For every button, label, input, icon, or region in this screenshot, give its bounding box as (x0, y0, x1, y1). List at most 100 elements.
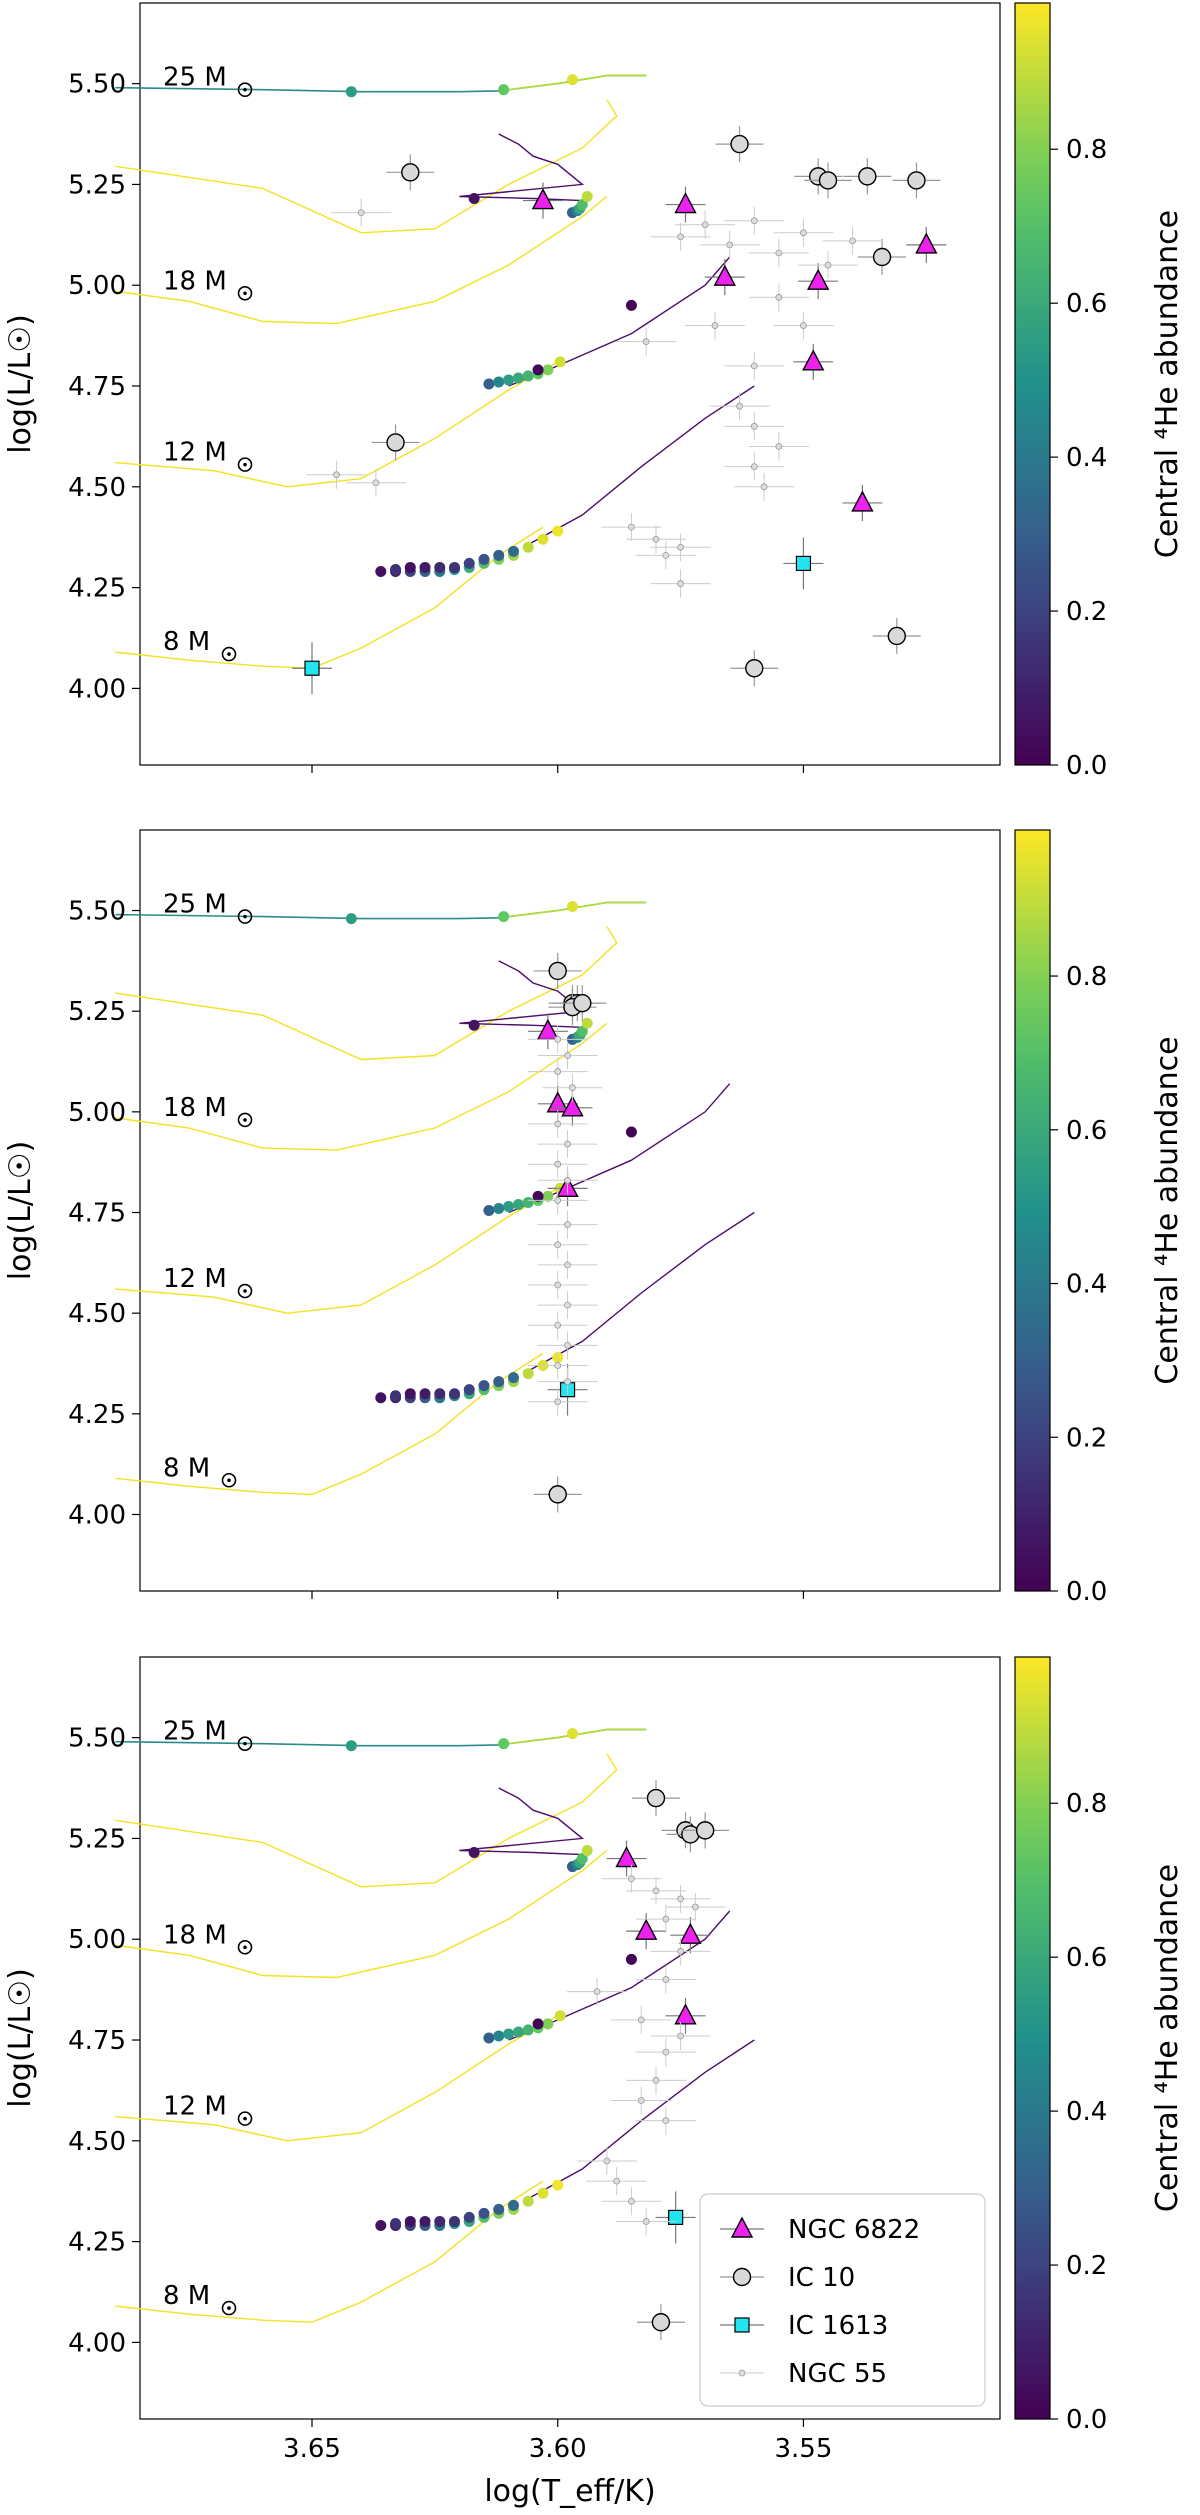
legend-label: IC 10 (788, 2263, 855, 2293)
track-25-msun-branch (115, 99, 618, 234)
plot-frame (139, 2, 1001, 766)
ngc55-point (628, 2197, 635, 2205)
ngc55-point (554, 1197, 562, 1204)
y-tick-label: 5.50 (68, 897, 126, 927)
ngc55-point (662, 1915, 670, 1923)
ngc55-point (554, 1398, 562, 1406)
model-dot (503, 374, 515, 386)
model-dot (463, 1384, 475, 1396)
ngc55-point (564, 1221, 571, 1228)
ngc55-point (652, 2076, 660, 2084)
model-dot (554, 2010, 566, 2022)
ic10-point (651, 2313, 671, 2332)
model-dot (345, 913, 357, 925)
y-tick-label: 5.00 (68, 1098, 126, 1128)
model-dot (507, 545, 519, 557)
track-label: 25 M (163, 63, 227, 93)
y-tick-label: 5.00 (68, 1925, 126, 1955)
y-tick-label: 4.00 (68, 1500, 126, 1530)
colorbar-label: Central ⁴He abundance (1150, 1864, 1185, 2212)
colorbar-tick-label: 0.4 (1066, 2097, 1107, 2127)
sun-symbol-icon (237, 2111, 253, 2126)
ngc55-point (750, 463, 758, 471)
ngc6822-point (674, 192, 697, 214)
legend-box (699, 2193, 986, 2407)
colorbar-tick-label: 0.6 (1066, 1116, 1107, 1146)
ngc6822-point (915, 232, 938, 254)
y-tick-label: 4.00 (68, 2328, 126, 2358)
model-dot (390, 1390, 402, 1402)
colorbar-tick-label: 0.8 (1066, 1789, 1107, 1819)
ic10-point (745, 659, 764, 678)
model-dot (449, 561, 461, 573)
ic10-point (548, 1485, 567, 1504)
legend-ngc6822-marker (730, 2216, 754, 2238)
sun-symbol-dot (243, 87, 247, 92)
ic10-point (730, 134, 749, 154)
ic10-point (646, 1788, 666, 1808)
track-12-msun (115, 1187, 559, 1314)
track-25-msun-late (498, 1728, 647, 1746)
track-label: 25 M (163, 1717, 227, 1747)
model-dot (493, 2030, 505, 2042)
y-tick-label: 4.50 (68, 1299, 126, 1329)
colorbar-2: 0.0 0.2 0.4 0.6 0.8 Central ⁴He abundance (1014, 1656, 1185, 2435)
colorbar-tick-label: 0.0 (1066, 1577, 1107, 1607)
x-tick-label: 3.65 (283, 2434, 341, 2464)
track-25-msun-branch (115, 926, 618, 1061)
ngc55-point (760, 483, 768, 491)
model-dot (390, 2217, 402, 2229)
model-dot (507, 1372, 519, 1384)
model-dot (375, 2219, 387, 2231)
track-label: 8 M (163, 627, 210, 657)
model-dot (522, 2195, 534, 2207)
model-dot (390, 563, 402, 575)
ngc55-point (628, 523, 635, 531)
ngc55-point (677, 543, 684, 551)
model-dot (576, 1853, 588, 1865)
ngc55-point (775, 293, 783, 301)
model-dot (483, 1205, 495, 1216)
ngc55-point (701, 221, 709, 229)
track-18-msun (115, 1849, 608, 1979)
colorbar-tick-label: 0.0 (1066, 751, 1107, 781)
ic10-point (573, 993, 592, 1013)
colorbar-label: Central ⁴He abundance (1150, 1036, 1185, 1384)
track-label: 18 M (163, 1920, 227, 1950)
y-tick-label: 4.50 (68, 2127, 126, 2157)
track-label: 18 M (163, 1093, 227, 1123)
ngc55-point (775, 249, 783, 257)
sun-symbol-dot (243, 914, 247, 919)
track-12-msun (115, 361, 559, 488)
legend-ic1613-marker (734, 2317, 750, 2333)
sun-symbol-dot (243, 462, 247, 467)
ngc55-point (637, 2016, 645, 2024)
model-dot (478, 1380, 490, 1392)
sun-symbol-icon (237, 457, 253, 472)
track-18-msun-core (459, 133, 585, 202)
model-dot (449, 2215, 461, 2227)
model-dot (554, 356, 566, 368)
colorbar-bar (1014, 1656, 1051, 2420)
ngc55-point (849, 237, 856, 245)
sun-symbol-dot (243, 1945, 247, 1950)
model-dot (625, 299, 637, 311)
ngc55-point (677, 2032, 684, 2040)
sun-symbol-dot (243, 1741, 247, 1746)
model-dot (375, 1392, 387, 1404)
ic10-point (907, 171, 926, 190)
y-tick-label: 5.50 (68, 70, 126, 100)
model-dot (483, 2032, 495, 2044)
ngc55-point (775, 443, 783, 450)
model-dot (532, 1190, 544, 1202)
model-dot (522, 1196, 534, 1208)
model-dot (345, 1740, 357, 1752)
y-tick-label: 4.75 (68, 2026, 126, 2056)
sun-symbol-icon (237, 82, 253, 97)
y-tick-label: 4.25 (68, 574, 126, 604)
track-label: 12 M (163, 1264, 227, 1294)
ngc55-point (750, 422, 758, 430)
ngc55-point (677, 1947, 684, 1955)
panel-bottom: 25 M 18 M 12 M 8 M 4.00 4.25 4.50 4.75 5.00 5.25 5… (3, 1656, 1001, 2509)
ngc55-point (593, 1988, 601, 1996)
